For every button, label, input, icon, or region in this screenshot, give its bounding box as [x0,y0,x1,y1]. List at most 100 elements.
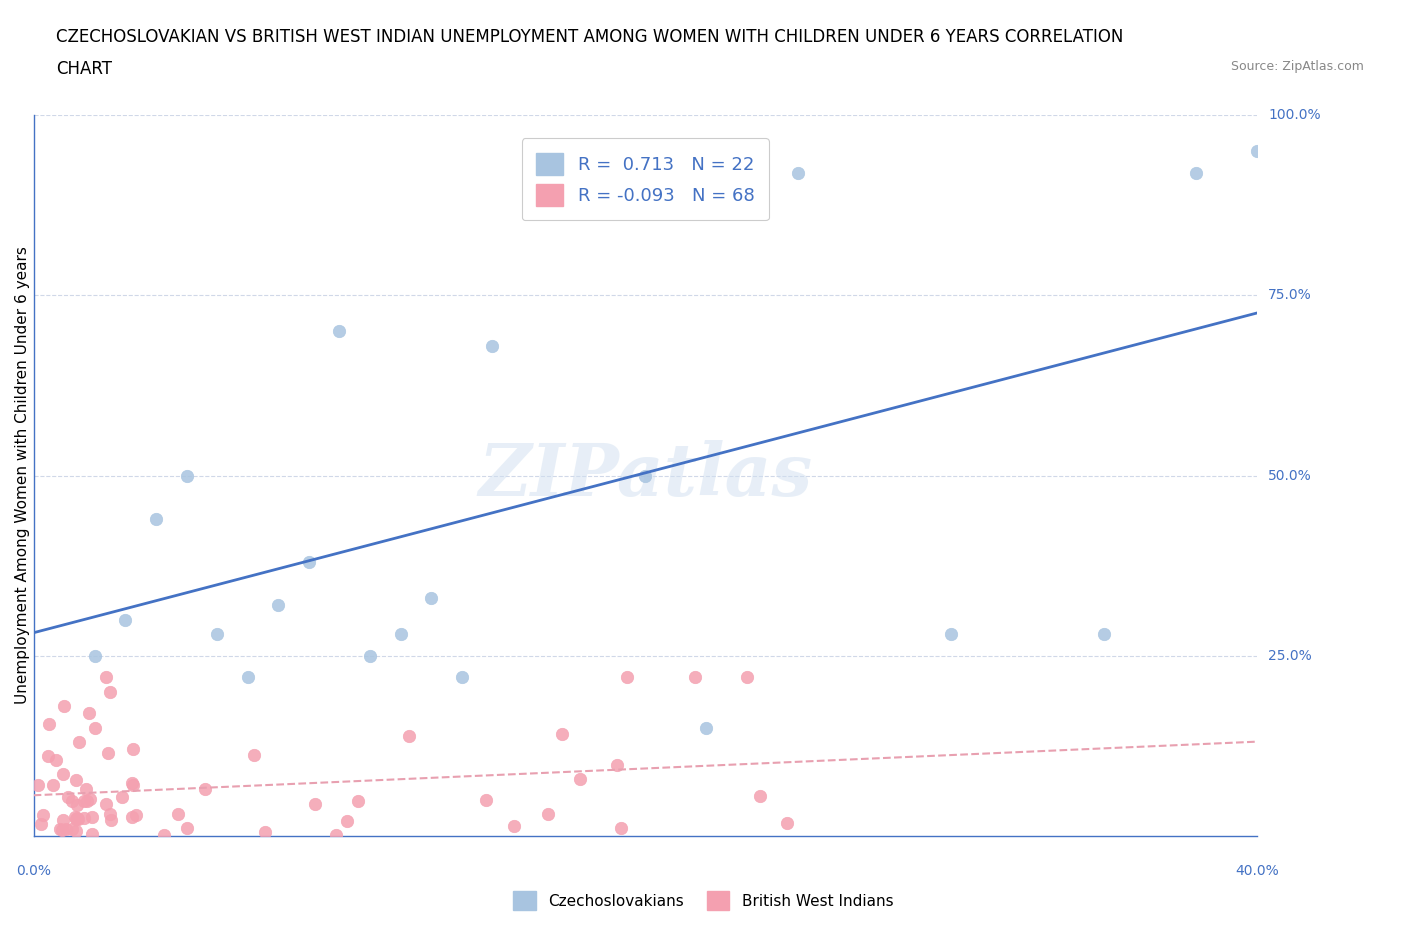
Point [606,757,628,772]
Point [73,811,96,826]
Point [176,820,198,835]
Point [125,807,148,822]
Point [55,821,77,836]
Legend: Czechoslovakians, British West Indians: Czechoslovakians, British West Indians [505,884,901,918]
Point [1246,143,1268,158]
Point [298,554,321,569]
Point [56,790,79,804]
Point [121,776,143,790]
Point [60,821,83,836]
Point [122,777,145,792]
Point [735,670,758,684]
Point [62,793,84,808]
Point [167,806,190,821]
Point [787,166,810,180]
Point [51,822,73,837]
Point [121,809,143,824]
Point [389,627,412,642]
Point [45,752,67,767]
Point [616,670,638,684]
Point [30,817,52,831]
Point [503,818,526,833]
Point [83,721,105,736]
Point [98,684,121,699]
Point [243,748,266,763]
Point [1184,166,1206,180]
Point [42,777,65,792]
Point [53,698,76,713]
Point [49,821,72,836]
Point [346,794,368,809]
Point [254,825,277,840]
Point [194,782,217,797]
Point [359,648,381,663]
Point [114,612,136,627]
Y-axis label: Unemployment Among Women with Children Under 6 years: Unemployment Among Women with Children U… [15,246,30,704]
Point [69,735,91,750]
Point [66,797,89,812]
Text: 0.0%: 0.0% [15,864,51,878]
Point [83,648,105,663]
Point [398,728,420,743]
Point [97,745,120,760]
Point [236,670,259,684]
Point [336,814,359,829]
Point [76,793,98,808]
Text: 25.0%: 25.0% [1268,649,1312,663]
Point [776,816,799,830]
Point [37,749,59,764]
Point [96,797,118,812]
Point [683,670,706,684]
Point [65,773,87,788]
Point [304,797,326,812]
Point [572,179,595,194]
Point [73,793,96,808]
Text: 75.0%: 75.0% [1268,288,1312,302]
Point [80,827,103,842]
Text: 100.0%: 100.0% [1268,108,1320,122]
Point [325,828,347,843]
Point [1092,627,1115,642]
Point [481,339,503,353]
Point [66,810,89,825]
Point [551,726,574,741]
Point [153,828,176,843]
Point [122,741,145,756]
Point [38,716,60,731]
Point [205,627,228,642]
Point [939,627,962,642]
Text: Source: ZipAtlas.com: Source: ZipAtlas.com [1230,60,1364,73]
Point [77,706,100,721]
Point [328,324,350,339]
Point [94,670,117,684]
Point [267,598,290,613]
Point [145,512,167,526]
Point [111,790,134,804]
Point [176,468,198,483]
Text: ZIPatlas: ZIPatlas [478,440,813,511]
Point [65,824,87,839]
Text: CHART: CHART [56,60,112,78]
Point [80,809,103,824]
Point [748,789,770,804]
Point [537,807,560,822]
Point [32,807,55,822]
Point [79,791,101,806]
Point [52,766,75,781]
Point [66,812,89,827]
Point [634,468,657,483]
Text: CZECHOSLOVAKIAN VS BRITISH WEST INDIAN UNEMPLOYMENT AMONG WOMEN WITH CHILDREN UN: CZECHOSLOVAKIAN VS BRITISH WEST INDIAN U… [56,28,1123,46]
Point [27,777,49,792]
Point [100,813,122,828]
Point [75,781,97,796]
Point [65,812,87,827]
Legend: R =  0.713   N = 22, R = -0.093   N = 68: R = 0.713 N = 22, R = -0.093 N = 68 [522,139,769,220]
Point [420,591,443,605]
Point [63,810,86,825]
Point [450,670,472,684]
Point [569,772,592,787]
Point [52,812,75,827]
Point [695,721,717,736]
Text: 50.0%: 50.0% [1268,469,1312,483]
Text: 40.0%: 40.0% [1234,864,1279,878]
